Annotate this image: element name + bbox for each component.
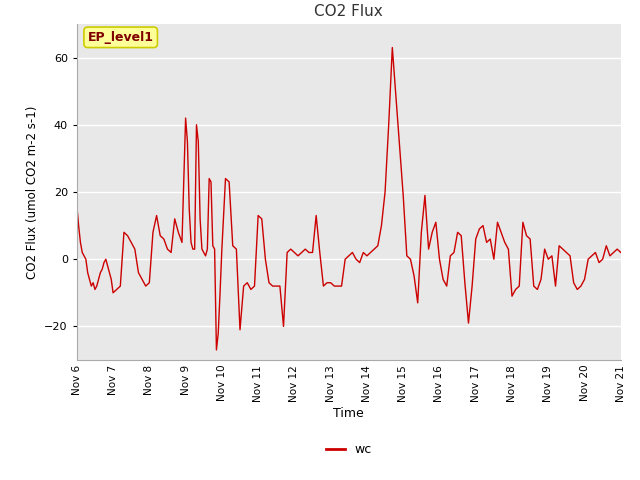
Text: EP_level1: EP_level1 <box>88 31 154 44</box>
Legend: wc: wc <box>321 438 377 461</box>
X-axis label: Time: Time <box>333 407 364 420</box>
Title: CO2 Flux: CO2 Flux <box>314 4 383 19</box>
Y-axis label: CO2 Flux (umol CO2 m-2 s-1): CO2 Flux (umol CO2 m-2 s-1) <box>26 105 38 279</box>
